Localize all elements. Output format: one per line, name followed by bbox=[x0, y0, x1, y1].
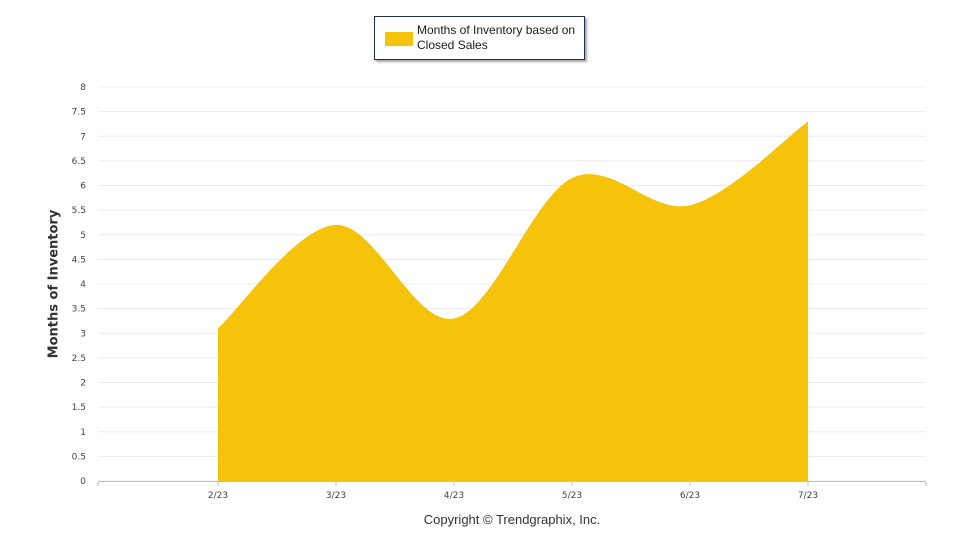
series-area bbox=[217, 121, 809, 481]
y-tick-label: 1.5 bbox=[72, 403, 86, 413]
legend: Months of Inventory based on Closed Sale… bbox=[374, 16, 585, 60]
x-tick-label: 7/23 bbox=[798, 491, 818, 501]
y-tick-label: 5 bbox=[80, 231, 86, 241]
x-tick-label: 5/23 bbox=[562, 491, 582, 501]
x-tick-label: 6/23 bbox=[680, 491, 700, 501]
y-tick-label: 2.5 bbox=[72, 354, 86, 364]
area-series bbox=[218, 121, 808, 481]
y-tick-label: 7.5 bbox=[72, 108, 86, 118]
y-tick-label: 8 bbox=[80, 83, 86, 93]
y-axis-label: Months of Inventory bbox=[46, 209, 62, 359]
legend-label: Months of Inventory based on Closed Sale… bbox=[417, 23, 576, 52]
y-tick-label: 0 bbox=[80, 477, 86, 487]
y-tick-label: 6 bbox=[80, 182, 86, 192]
legend-swatch bbox=[385, 32, 413, 46]
y-tick-label: 0.5 bbox=[72, 452, 86, 462]
y-tick-label: 5.5 bbox=[72, 206, 86, 216]
y-tick-label: 6.5 bbox=[72, 157, 86, 167]
y-tick-label: 7 bbox=[80, 132, 86, 142]
y-tick-label: 3.5 bbox=[72, 305, 86, 315]
y-tick-label: 1 bbox=[80, 428, 86, 438]
x-tick-label: 3/23 bbox=[326, 491, 346, 501]
x-tick-label: 2/23 bbox=[208, 491, 228, 501]
copyright-text: Copyright © Trendgraphix, Inc. bbox=[423, 512, 601, 527]
x-tick-label: 4/23 bbox=[444, 491, 464, 501]
y-axis-ticks: 0 0.5 1 1.5 2 2.5 3 3.5 4 4.5 5 5.5 6 6.5 7 7.5 8 bbox=[72, 83, 87, 487]
y-tick-label: 4.5 bbox=[72, 255, 86, 265]
x-axis: 2/23 3/23 4/23 5/23 6/23 7/23 bbox=[97, 481, 927, 501]
y-tick-label: 4 bbox=[80, 280, 86, 290]
y-tick-label: 3 bbox=[80, 329, 86, 339]
y-tick-label: 2 bbox=[80, 379, 86, 389]
